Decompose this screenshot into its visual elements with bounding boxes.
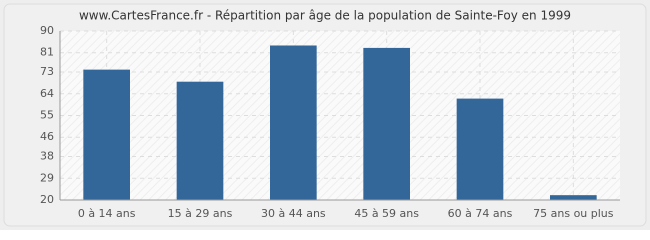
x-tick-label: 45 à 59 ans <box>354 207 419 220</box>
x-tick-label: 60 à 74 ans <box>448 207 513 220</box>
y-tick-label: 55 <box>40 109 54 122</box>
y-tick-label: 29 <box>40 171 54 184</box>
bar <box>270 45 317 200</box>
chart-title: www.CartesFrance.fr - Répartition par âg… <box>79 9 571 23</box>
x-tick-label: 75 ans ou plus <box>533 207 614 220</box>
bar <box>176 81 224 200</box>
y-tick-label: 81 <box>40 46 54 59</box>
bar <box>83 69 130 200</box>
x-tick-label: 15 à 29 ans <box>168 207 233 220</box>
y-tick-label: 90 <box>40 24 54 37</box>
y-tick-label: 38 <box>40 150 54 163</box>
bar <box>550 195 597 200</box>
y-tick-label: 20 <box>40 193 54 206</box>
chart: www.CartesFrance.fr - Répartition par âg… <box>0 0 650 230</box>
bar <box>456 98 504 200</box>
y-tick-label: 46 <box>40 130 54 143</box>
y-tick-label: 64 <box>40 87 54 100</box>
x-tick-label: 0 à 14 ans <box>78 207 136 220</box>
y-tick-label: 73 <box>40 65 54 78</box>
bar <box>363 47 410 201</box>
x-tick-label: 30 à 44 ans <box>261 207 326 220</box>
